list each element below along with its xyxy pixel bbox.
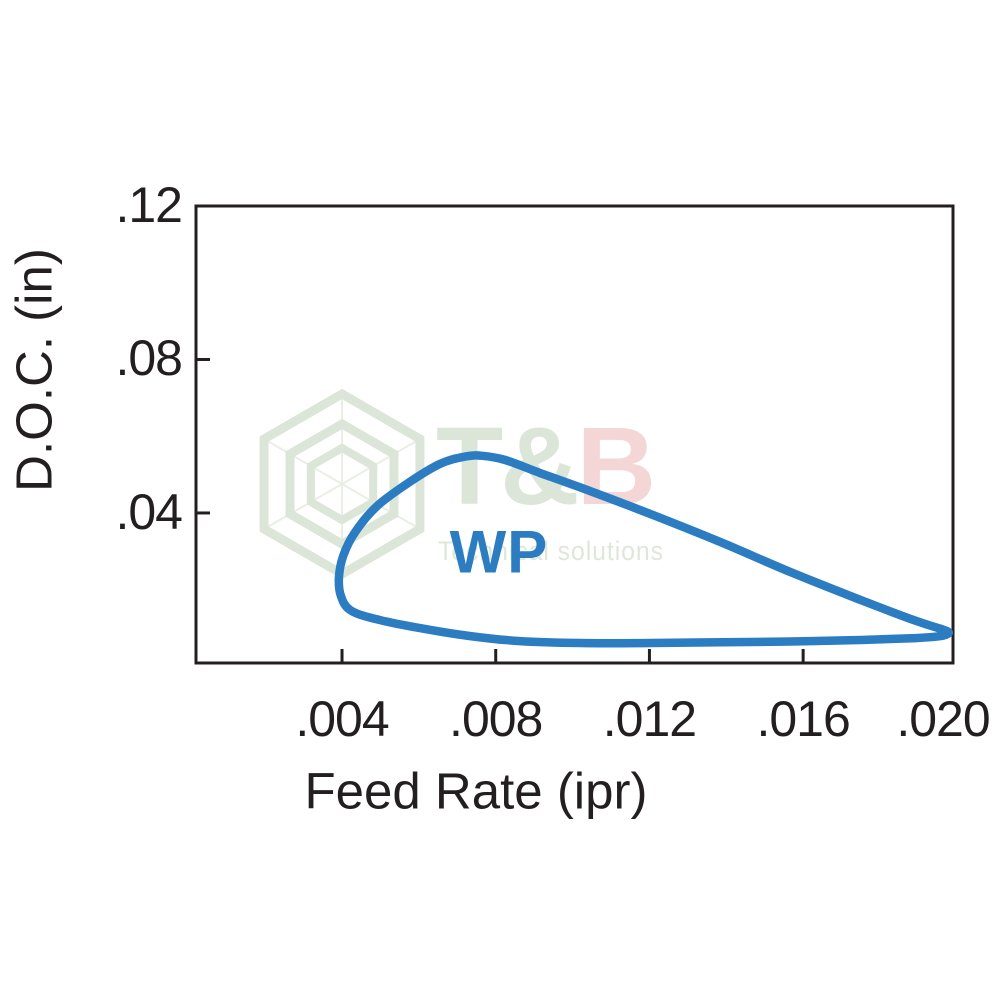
x-tick-label: .020 xyxy=(896,691,990,747)
x-tick-label: .008 xyxy=(449,691,543,747)
y-tick-label: .04 xyxy=(115,483,183,540)
x-tick-label: .004 xyxy=(295,691,389,747)
wp-region-curve xyxy=(334,451,954,648)
x-axis-title: Feed Rate (ipr) xyxy=(304,762,648,820)
y-tick-label: .08 xyxy=(115,330,183,387)
watermark-brand-part1: T& xyxy=(436,405,580,528)
hexagon-logo-spoke xyxy=(341,438,421,485)
hexagon-logo-icon xyxy=(306,443,378,525)
hexagon-logo-spoke xyxy=(263,438,343,485)
hexagon-logo-icon xyxy=(285,418,399,550)
x-tick-label: .016 xyxy=(756,691,850,747)
hexagon-logo-spoke xyxy=(263,483,343,530)
wp-region-label: WP xyxy=(449,518,549,586)
plot-frame xyxy=(194,204,955,665)
y-tick-label: .12 xyxy=(115,176,183,233)
x-tick-label: .012 xyxy=(602,691,697,747)
watermark-tagline: Technical solutions xyxy=(438,536,664,566)
watermark-brand: T&B xyxy=(436,412,656,522)
